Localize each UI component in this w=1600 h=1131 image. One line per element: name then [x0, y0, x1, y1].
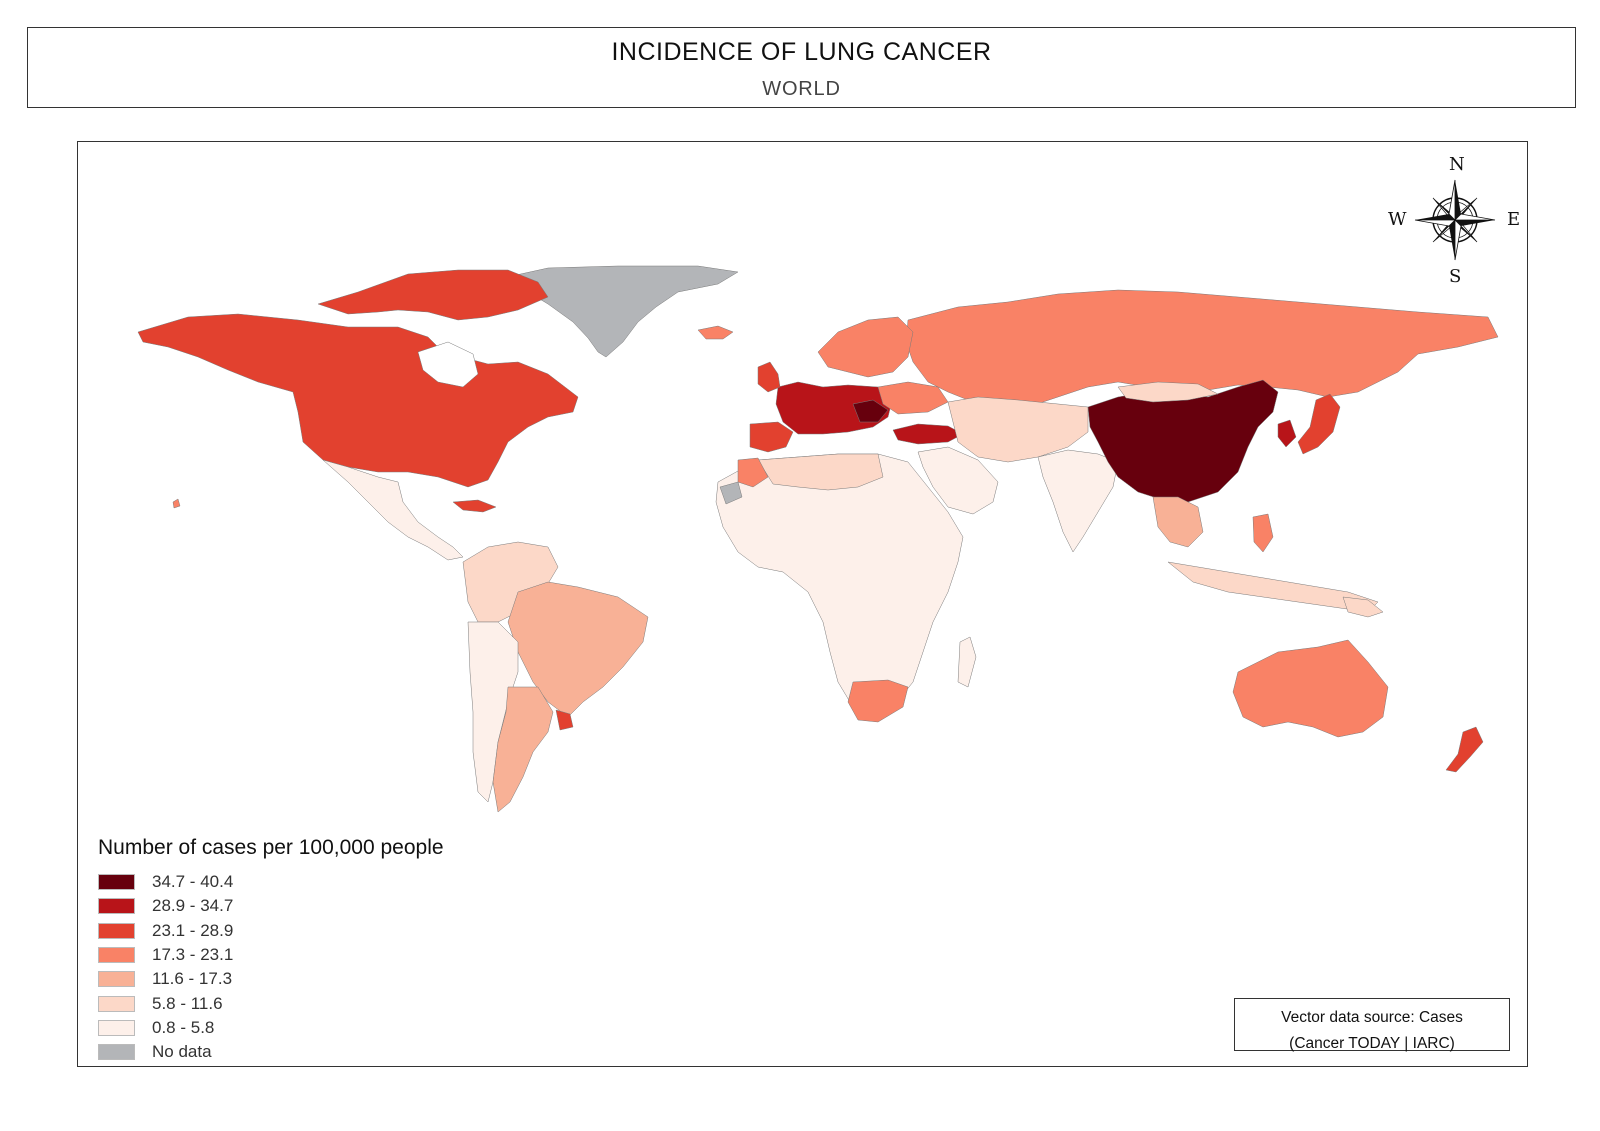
region-japan[interactable]	[1297, 393, 1341, 455]
region-north-america[interactable]	[137, 313, 579, 488]
region-philippines[interactable]	[1252, 513, 1274, 553]
legend-swatch	[98, 874, 135, 891]
region-western-sahara[interactable]	[719, 481, 743, 505]
source-box: Vector data source: Cases (Cancer TODAY …	[1234, 998, 1510, 1052]
legend-label: No data	[152, 1042, 212, 1062]
legend-swatch	[98, 1044, 135, 1061]
legend: Number of cases per 100,000 people 34.7 …	[98, 836, 444, 1064]
legend-label: 0.8 - 5.8	[152, 1017, 215, 1037]
region-scandinavia[interactable]	[817, 316, 914, 378]
legend-row: 23.1 - 28.9	[98, 919, 444, 943]
legend-swatch	[98, 922, 135, 939]
legend-label: 34.7 - 40.4	[152, 872, 234, 892]
legend-row: 34.7 - 40.4	[98, 870, 444, 894]
compass-east-label: E	[1507, 209, 1521, 230]
region-central-europe[interactable]	[852, 399, 889, 423]
compass-south-label: S	[1449, 266, 1462, 287]
compass-north-label: N	[1449, 154, 1465, 175]
legend-swatch	[98, 1019, 135, 1036]
compass-star-icon	[1414, 179, 1496, 261]
legend-label: 5.8 - 11.6	[152, 993, 223, 1013]
region-central-america[interactable]	[322, 459, 464, 561]
region-uruguay[interactable]	[555, 709, 574, 731]
legend-row: 17.3 - 23.1	[98, 943, 444, 967]
region-hudson-bay	[417, 341, 479, 388]
region-iberia[interactable]	[749, 421, 794, 453]
legend-row: 11.6 - 17.3	[98, 967, 444, 991]
compass-rose: N S E W	[1388, 152, 1521, 286]
map-frame[interactable]: N S E W Number of cases per 100,000 peop…	[77, 141, 1528, 1067]
region-africa[interactable]	[715, 453, 964, 718]
region-argentina[interactable]	[492, 686, 554, 813]
legend-label: 17.3 - 23.1	[152, 945, 234, 965]
region-pacific-islands[interactable]	[172, 498, 181, 509]
region-iceland[interactable]	[697, 325, 734, 340]
region-eastern-europe[interactable]	[877, 381, 949, 415]
region-caribbean[interactable]	[452, 499, 497, 513]
legend-row: 28.9 - 34.7	[98, 894, 444, 918]
region-central-asia[interactable]	[947, 396, 1089, 463]
region-greenland[interactable]	[497, 265, 739, 358]
region-maritime-asia[interactable]	[1167, 561, 1379, 613]
region-arabia[interactable]	[917, 446, 999, 515]
region-south-africa[interactable]	[847, 679, 909, 723]
region-new-zealand[interactable]	[1445, 726, 1484, 773]
legend-label: 23.1 - 28.9	[152, 920, 234, 940]
legend-swatch	[98, 898, 135, 915]
legend-label: 28.9 - 34.7	[152, 896, 234, 916]
legend-row: 0.8 - 5.8	[98, 1016, 444, 1040]
legend-swatch	[98, 947, 135, 964]
region-korea[interactable]	[1277, 419, 1297, 448]
region-brazil[interactable]	[507, 581, 649, 718]
legend-title: Number of cases per 100,000 people	[98, 836, 444, 859]
region-madagascar[interactable]	[957, 636, 977, 688]
legend-swatch	[98, 995, 135, 1012]
region-canada-arctic[interactable]	[317, 269, 549, 321]
region-india[interactable]	[1037, 449, 1119, 553]
source-line-2: (Cancer TODAY | IARC)	[1289, 1035, 1455, 1052]
region-southeast-asia[interactable]	[1152, 496, 1204, 548]
legend-label: 11.6 - 17.3	[152, 969, 233, 989]
region-mongolia[interactable]	[1117, 381, 1219, 403]
legend-swatch	[98, 971, 135, 988]
map-title: INCIDENCE OF LUNG CANCER	[611, 38, 992, 66]
region-morocco[interactable]	[737, 457, 769, 488]
region-papua[interactable]	[1342, 596, 1384, 618]
title-box: INCIDENCE OF LUNG CANCER WORLD	[27, 27, 1576, 108]
world-map[interactable]	[78, 142, 1527, 1066]
region-uk[interactable]	[757, 361, 781, 393]
source-line-1: Vector data source: Cases	[1281, 1009, 1463, 1026]
map-subtitle: WORLD	[762, 78, 841, 100]
region-turkey[interactable]	[892, 423, 964, 445]
legend-row: No data	[98, 1040, 444, 1064]
region-australia[interactable]	[1232, 639, 1389, 738]
compass-west-label: W	[1388, 209, 1407, 230]
legend-row: 5.8 - 11.6	[98, 991, 444, 1015]
region-north-africa[interactable]	[757, 453, 884, 491]
legend-items: 34.7 - 40.4 28.9 - 34.7 23.1 - 28.9 17.3 - …	[98, 870, 444, 1064]
